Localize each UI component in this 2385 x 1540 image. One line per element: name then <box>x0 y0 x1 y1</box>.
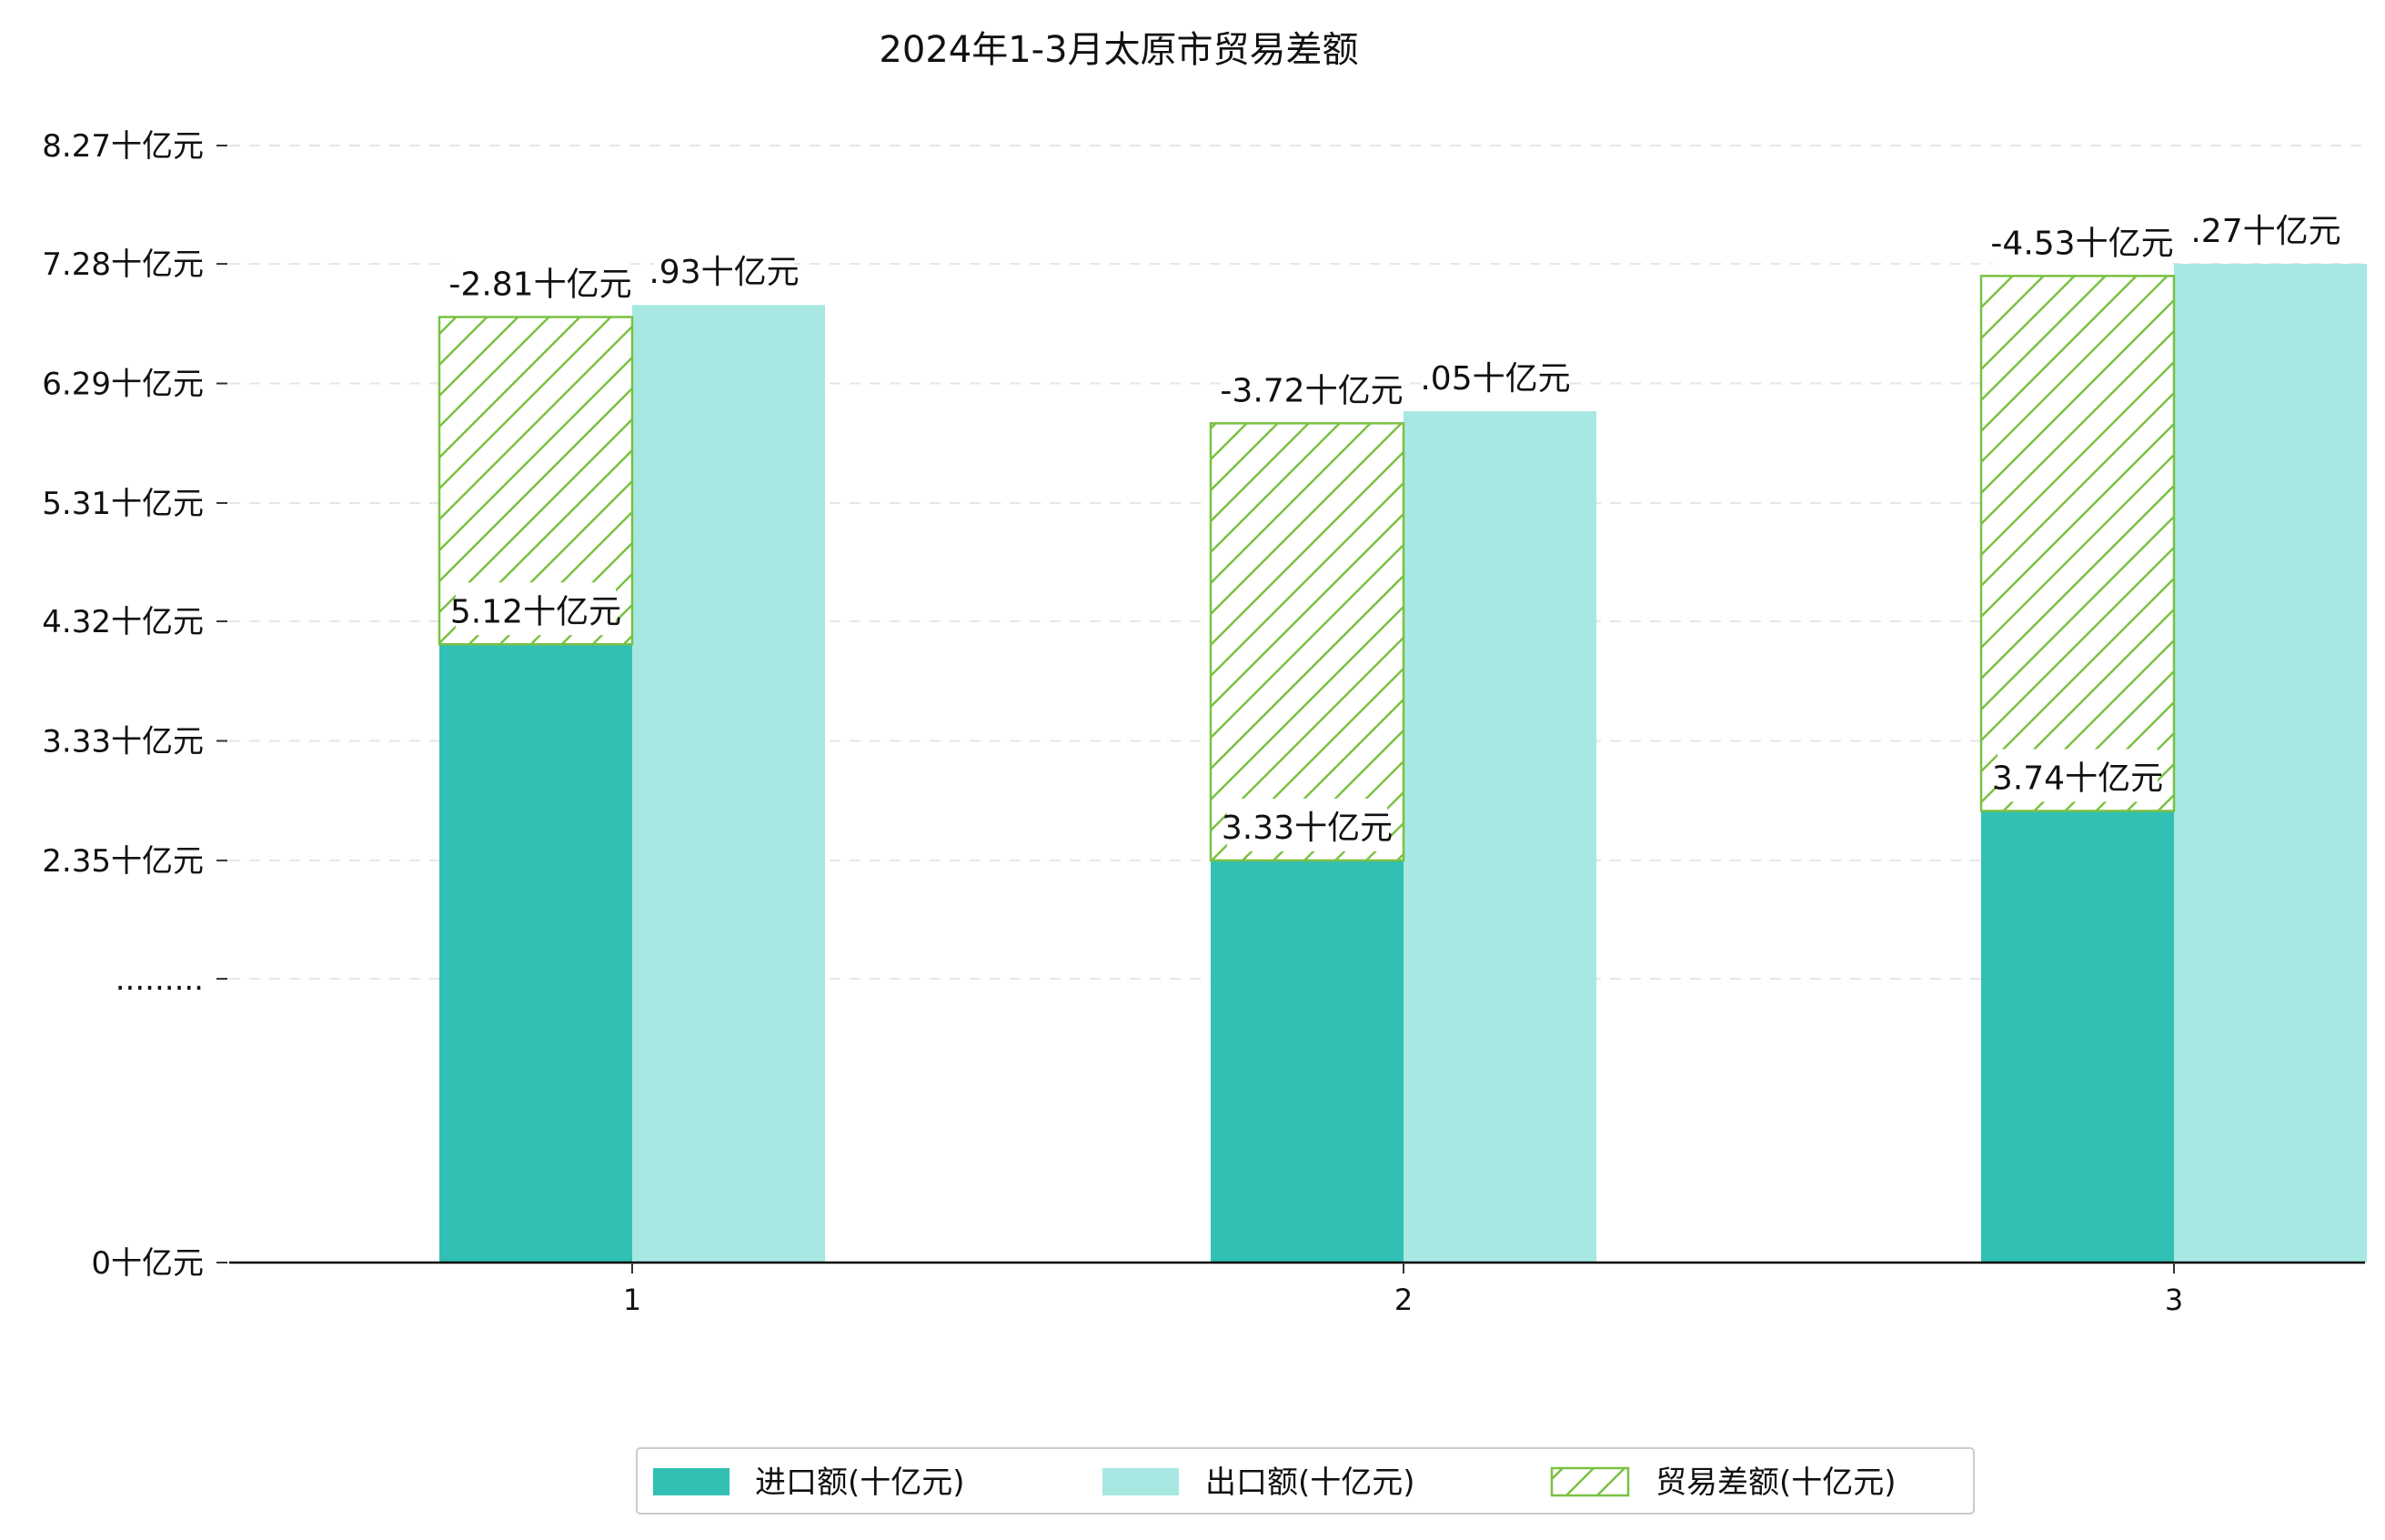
data-label-balance: -3.72十亿元 <box>1220 372 1403 409</box>
legend-label-export: 出口额(十亿元) <box>1205 1465 1415 1501</box>
bar-balance-3 <box>1979 275 2176 812</box>
bar-import-2 <box>1211 860 1404 1263</box>
data-label-import-group: 3.74十亿元 <box>1992 749 2163 802</box>
legend-label-import: 进口额(十亿元) <box>755 1465 965 1501</box>
data-label-balance-box <box>449 255 631 308</box>
legend-swatch-balance <box>1550 1466 1630 1497</box>
data-label-export: .05十亿元 <box>1420 360 1570 398</box>
y-tick-label: 7.28十亿元 <box>42 247 204 283</box>
data-label-balance-group: -2.81十亿元 <box>448 255 632 308</box>
y-tick-label: ......... <box>116 961 204 998</box>
data-label-import-group: 3.33十亿元 <box>1222 798 1393 851</box>
data-labels: 5.12十亿元 -2.81十亿元 .93十亿元 3.33十亿元 -3.72十亿元 .05十… <box>448 202 2341 851</box>
y-tick-label: 2.35十亿元 <box>42 843 204 880</box>
data-label-balance: -4.53十亿元 <box>1990 225 2173 262</box>
data-label-import: 5.12十亿元 <box>450 593 621 630</box>
data-label-balance-group: -3.72十亿元 <box>1220 361 1404 415</box>
data-label-import-box <box>1997 749 2159 802</box>
x-tick-label: 3 <box>2165 1283 2183 1317</box>
bars <box>438 264 2367 1263</box>
data-label-import: 3.74十亿元 <box>1992 760 2163 797</box>
x-axis: 1 2 3 <box>229 1261 2365 1317</box>
bar-balance-2 <box>1209 422 1405 862</box>
y-tick-label: 6.29十亿元 <box>42 367 204 403</box>
x-tick-label: 2 <box>1394 1283 1413 1317</box>
data-label-export-group: .27十亿元 <box>2190 202 2341 256</box>
data-label-export-box <box>1425 349 1565 403</box>
data-label-balance: -2.81十亿元 <box>448 267 631 304</box>
data-label-import-box <box>1226 798 1388 851</box>
bar-export-3 <box>2174 264 2367 1263</box>
data-label-import-group: 5.12十亿元 <box>450 582 621 636</box>
y-tick-label: 4.32十亿元 <box>42 604 204 640</box>
data-label-export: .27十亿元 <box>2190 213 2340 250</box>
bar-export-1 <box>632 305 825 1263</box>
data-label-export-group: .05十亿元 <box>1420 349 1571 403</box>
y-axis: 0十亿元......... 2.35十亿元 3.33十亿元 4.32十亿元 5.31十亿… <box>42 128 227 1282</box>
legend-swatch-import <box>653 1468 730 1495</box>
data-label-export-box <box>654 243 794 297</box>
legend: 进口额(十亿元) 出口额(十亿元) 贸易差额(十亿元) <box>636 1447 1975 1515</box>
bar-import-1 <box>439 644 632 1263</box>
data-label-balance-box <box>1221 361 1403 415</box>
legend-frame <box>636 1447 1975 1515</box>
y-tick-label: 8.27十亿元 <box>42 128 204 165</box>
data-label-import: 3.33十亿元 <box>1222 810 1393 847</box>
data-label-export: .93十亿元 <box>649 254 799 291</box>
data-label-export-group: .93十亿元 <box>649 243 800 297</box>
y-tick-label: 0十亿元 <box>91 1245 204 1282</box>
bar-export-2 <box>1404 411 1596 1263</box>
data-label-export-box <box>2196 202 2336 256</box>
x-tick-label: 1 <box>623 1283 641 1317</box>
legend-label-balance: 贸易差额(十亿元) <box>1655 1465 1897 1501</box>
data-label-import-box <box>455 582 617 636</box>
bar-import-3 <box>1981 810 2174 1263</box>
y-tick-label: 5.31十亿元 <box>42 486 204 522</box>
data-label-balance-group: -4.53十亿元 <box>1990 214 2174 267</box>
data-label-balance-box <box>1991 214 2173 267</box>
chart-title: 2024年1-3月太原市贸易差额 <box>879 29 1358 71</box>
y-tick-label: 3.33十亿元 <box>42 723 204 760</box>
legend-swatch-export <box>1102 1468 1179 1495</box>
